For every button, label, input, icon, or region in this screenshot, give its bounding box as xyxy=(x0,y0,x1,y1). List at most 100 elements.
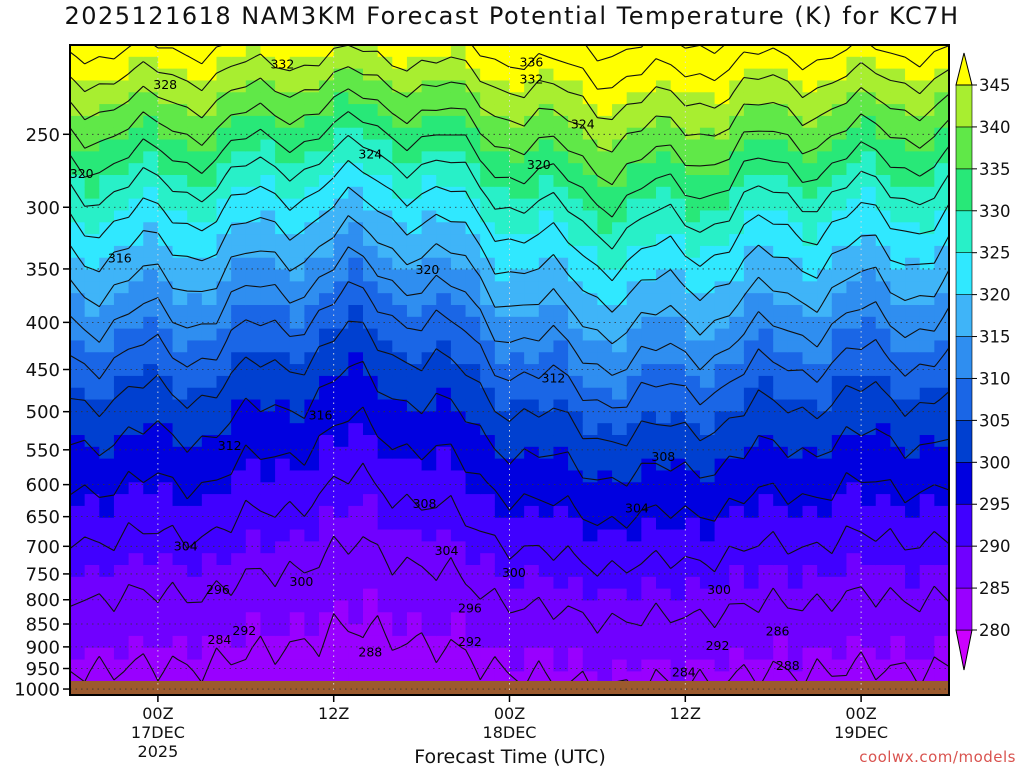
fill-cell xyxy=(333,305,349,318)
fill-cell xyxy=(465,80,481,93)
fill-cell xyxy=(656,151,672,164)
fill-cell xyxy=(333,529,349,542)
fill-cell xyxy=(406,576,423,590)
fill-cell xyxy=(480,411,496,424)
fill-cell xyxy=(157,399,174,412)
fill-cell xyxy=(538,328,555,342)
fill-cell xyxy=(333,68,349,82)
credit-link[interactable]: coolwx.com/models xyxy=(859,748,1016,766)
fill-cell xyxy=(172,139,188,152)
y-tick-label: 250 xyxy=(26,125,60,146)
fill-cell xyxy=(612,435,628,448)
fill-cell xyxy=(172,588,188,602)
fill-cell xyxy=(231,175,247,188)
fill-cell xyxy=(348,139,364,152)
fill-cell xyxy=(157,45,174,58)
fill-cell xyxy=(245,328,262,342)
contour-label: 328 xyxy=(153,77,177,92)
fill-cell xyxy=(289,635,305,649)
fill-cell xyxy=(245,435,262,448)
fill-cell xyxy=(509,186,525,200)
fill-cell xyxy=(787,423,804,436)
fill-cell xyxy=(377,435,393,448)
fill-cell xyxy=(656,316,672,330)
fill-cell xyxy=(582,435,598,448)
fill-cell xyxy=(626,269,642,282)
fill-cell xyxy=(905,198,921,212)
fill-cell xyxy=(597,68,613,82)
fill-cell xyxy=(538,494,555,507)
fill-cell xyxy=(231,293,247,306)
fill-cell xyxy=(319,234,335,247)
fill-cell xyxy=(363,328,379,342)
fill-cell xyxy=(157,186,174,200)
fill-cell xyxy=(436,647,452,661)
fill-cell xyxy=(787,517,804,531)
fill-cell xyxy=(465,104,481,117)
fill-cell xyxy=(524,435,540,448)
fill-cell xyxy=(216,647,232,661)
fill-cell xyxy=(245,505,262,519)
fill-cell xyxy=(729,257,745,271)
fill-cell xyxy=(641,210,657,223)
fill-cell xyxy=(846,293,862,306)
fill-cell xyxy=(831,293,848,306)
fill-cell xyxy=(817,151,833,164)
fill-cell xyxy=(348,446,364,460)
fill-cell xyxy=(568,411,584,424)
fill-cell xyxy=(480,517,496,531)
fill-cell xyxy=(494,612,511,625)
fill-cell xyxy=(143,635,159,649)
fill-cell xyxy=(641,671,657,684)
fill-cell xyxy=(348,305,364,318)
fill-cell xyxy=(509,624,525,637)
fill-cell xyxy=(377,56,393,70)
fill-cell xyxy=(260,529,276,542)
fill-cell xyxy=(304,494,320,507)
fill-cell xyxy=(289,222,305,235)
fill-cell xyxy=(377,624,393,637)
fill-cell xyxy=(70,281,86,294)
fill-cell xyxy=(289,80,305,93)
fill-cell xyxy=(553,529,569,542)
fill-cell xyxy=(216,269,232,282)
fill-cell xyxy=(289,588,305,602)
fill-cell xyxy=(509,375,525,389)
fill-cell xyxy=(656,80,672,93)
fill-cell xyxy=(890,163,906,176)
fill-cell xyxy=(743,541,760,554)
fill-cell xyxy=(685,305,701,318)
fill-cell xyxy=(143,340,159,353)
fill-cell xyxy=(480,198,496,212)
fill-cell xyxy=(773,234,789,247)
fill-cell xyxy=(919,163,935,176)
fill-cell xyxy=(802,328,818,342)
fill-cell xyxy=(846,316,862,330)
fill-cell xyxy=(363,505,379,519)
fill-cell xyxy=(157,234,174,247)
fill-cell xyxy=(861,305,877,318)
colorbar-swatch xyxy=(955,336,973,379)
fill-cell xyxy=(875,529,891,542)
fill-cell xyxy=(568,541,584,554)
fill-cell xyxy=(699,553,716,566)
fill-cell xyxy=(245,624,262,637)
fill-cell xyxy=(113,482,130,495)
fill-cell xyxy=(143,80,159,93)
fill-cell xyxy=(84,198,100,212)
fill-cell xyxy=(377,529,393,542)
fill-cell xyxy=(670,281,686,294)
fill-cell xyxy=(656,482,672,495)
fill-cell xyxy=(275,127,291,141)
fill-cell xyxy=(524,257,540,271)
fill-cell xyxy=(157,588,174,602)
fill-cell xyxy=(743,529,760,542)
fill-cell xyxy=(568,175,584,188)
fill-cell xyxy=(304,293,320,306)
fill-cell xyxy=(787,115,804,129)
fill-cell xyxy=(538,600,555,613)
fill-cell xyxy=(934,517,949,531)
fill-cell xyxy=(597,529,613,542)
fill-cell xyxy=(875,92,891,105)
fill-cell xyxy=(143,316,159,330)
